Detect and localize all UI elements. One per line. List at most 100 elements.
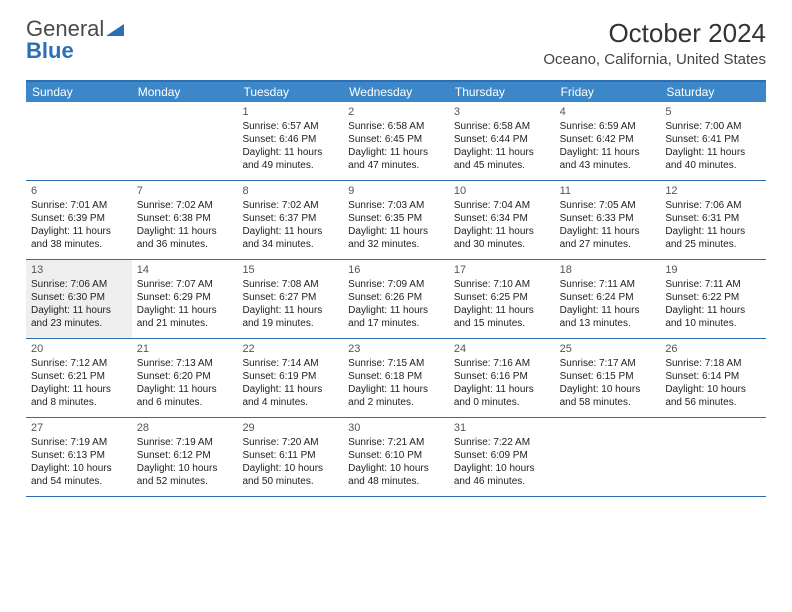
day-number: 20 (31, 342, 127, 356)
day-number: 5 (665, 105, 761, 119)
day-info-line: Daylight: 11 hours (454, 304, 550, 317)
day-info-line: and 27 minutes. (560, 238, 656, 251)
day-info-line: Sunrise: 7:17 AM (560, 357, 656, 370)
day-cell: 20Sunrise: 7:12 AMSunset: 6:21 PMDayligh… (26, 339, 132, 417)
day-cell: 27Sunrise: 7:19 AMSunset: 6:13 PMDayligh… (26, 418, 132, 496)
day-info-line: Sunrise: 7:08 AM (242, 278, 338, 291)
day-cell: 24Sunrise: 7:16 AMSunset: 6:16 PMDayligh… (449, 339, 555, 417)
day-cell: 30Sunrise: 7:21 AMSunset: 6:10 PMDayligh… (343, 418, 449, 496)
day-number: 8 (242, 184, 338, 198)
day-header: Saturday (660, 82, 766, 102)
day-info-line: Sunrise: 7:11 AM (665, 278, 761, 291)
day-info-line: and 23 minutes. (31, 317, 127, 330)
day-info-line: Sunrise: 6:59 AM (560, 120, 656, 133)
day-number: 11 (560, 184, 656, 198)
day-info-line: and 8 minutes. (31, 396, 127, 409)
day-cell: 10Sunrise: 7:04 AMSunset: 6:34 PMDayligh… (449, 181, 555, 259)
day-header: Thursday (449, 82, 555, 102)
day-cell: 2Sunrise: 6:58 AMSunset: 6:45 PMDaylight… (343, 102, 449, 180)
day-cell: 1Sunrise: 6:57 AMSunset: 6:46 PMDaylight… (237, 102, 343, 180)
day-info-line: Sunrise: 7:14 AM (242, 357, 338, 370)
day-info-line: Sunset: 6:44 PM (454, 133, 550, 146)
day-number: 30 (348, 421, 444, 435)
brand-logo: General Blue (26, 18, 124, 62)
day-info-line: Sunset: 6:10 PM (348, 449, 444, 462)
day-number: 15 (242, 263, 338, 277)
brand-name-b: Blue (26, 38, 74, 63)
day-info-line: Daylight: 11 hours (242, 146, 338, 159)
day-info-line: Sunset: 6:46 PM (242, 133, 338, 146)
day-cell: 21Sunrise: 7:13 AMSunset: 6:20 PMDayligh… (132, 339, 238, 417)
week-row: 1Sunrise: 6:57 AMSunset: 6:46 PMDaylight… (26, 102, 766, 181)
day-info-line: Daylight: 10 hours (137, 462, 233, 475)
day-info-line: and 15 minutes. (454, 317, 550, 330)
day-cell: 11Sunrise: 7:05 AMSunset: 6:33 PMDayligh… (555, 181, 661, 259)
day-number: 3 (454, 105, 550, 119)
day-info-line: Sunrise: 7:06 AM (31, 278, 127, 291)
day-info-line: Sunset: 6:29 PM (137, 291, 233, 304)
day-cell: 5Sunrise: 7:00 AMSunset: 6:41 PMDaylight… (660, 102, 766, 180)
day-number: 1 (242, 105, 338, 119)
day-info-line: Sunset: 6:41 PM (665, 133, 761, 146)
day-info-line: Daylight: 10 hours (454, 462, 550, 475)
day-info-line: and 43 minutes. (560, 159, 656, 172)
day-cell: 31Sunrise: 7:22 AMSunset: 6:09 PMDayligh… (449, 418, 555, 496)
day-info-line: and 56 minutes. (665, 396, 761, 409)
day-info-line: Daylight: 10 hours (348, 462, 444, 475)
day-info-line: and 6 minutes. (137, 396, 233, 409)
day-info-line: Sunrise: 6:57 AM (242, 120, 338, 133)
day-info-line: Sunrise: 7:10 AM (454, 278, 550, 291)
brand-name: General Blue (26, 18, 124, 62)
day-info-line: Sunset: 6:18 PM (348, 370, 444, 383)
day-info-line: Sunrise: 7:05 AM (560, 199, 656, 212)
day-number: 25 (560, 342, 656, 356)
day-cell (26, 102, 132, 180)
day-number: 14 (137, 263, 233, 277)
day-info-line: Daylight: 11 hours (560, 225, 656, 238)
day-info-line: Daylight: 11 hours (137, 383, 233, 396)
day-cell: 26Sunrise: 7:18 AMSunset: 6:14 PMDayligh… (660, 339, 766, 417)
day-number: 16 (348, 263, 444, 277)
day-info-line: Sunset: 6:19 PM (242, 370, 338, 383)
day-header-row: SundayMondayTuesdayWednesdayThursdayFrid… (26, 82, 766, 102)
day-info-line: Sunset: 6:14 PM (665, 370, 761, 383)
day-info-line: and 54 minutes. (31, 475, 127, 488)
day-cell: 9Sunrise: 7:03 AMSunset: 6:35 PMDaylight… (343, 181, 449, 259)
day-info-line: Sunrise: 6:58 AM (348, 120, 444, 133)
day-info-line: Sunrise: 7:19 AM (31, 436, 127, 449)
day-number: 10 (454, 184, 550, 198)
day-header: Tuesday (237, 82, 343, 102)
day-cell: 19Sunrise: 7:11 AMSunset: 6:22 PMDayligh… (660, 260, 766, 338)
brand-triangle-icon (106, 18, 124, 40)
day-info-line: Sunset: 6:27 PM (242, 291, 338, 304)
day-info-line: Sunrise: 7:16 AM (454, 357, 550, 370)
day-info-line: Daylight: 11 hours (348, 383, 444, 396)
week-row: 20Sunrise: 7:12 AMSunset: 6:21 PMDayligh… (26, 339, 766, 418)
location-subtitle: Oceano, California, United States (543, 51, 766, 68)
day-info-line: and 45 minutes. (454, 159, 550, 172)
day-info-line: Sunset: 6:35 PM (348, 212, 444, 225)
day-cell: 23Sunrise: 7:15 AMSunset: 6:18 PMDayligh… (343, 339, 449, 417)
day-info-line: Daylight: 11 hours (665, 225, 761, 238)
day-info-line: Sunrise: 7:09 AM (348, 278, 444, 291)
day-info-line: Sunset: 6:24 PM (560, 291, 656, 304)
day-info-line: and 19 minutes. (242, 317, 338, 330)
day-info-line: and 58 minutes. (560, 396, 656, 409)
day-info-line: Daylight: 11 hours (31, 225, 127, 238)
day-cell: 13Sunrise: 7:06 AMSunset: 6:30 PMDayligh… (26, 260, 132, 338)
day-info-line: and 0 minutes. (454, 396, 550, 409)
day-info-line: Daylight: 11 hours (454, 383, 550, 396)
day-info-line: Sunrise: 7:03 AM (348, 199, 444, 212)
day-info-line: Daylight: 11 hours (31, 383, 127, 396)
day-info-line: Sunset: 6:16 PM (454, 370, 550, 383)
day-cell: 15Sunrise: 7:08 AMSunset: 6:27 PMDayligh… (237, 260, 343, 338)
day-info-line: Daylight: 11 hours (31, 304, 127, 317)
day-info-line: Sunrise: 7:01 AM (31, 199, 127, 212)
day-info-line: and 30 minutes. (454, 238, 550, 251)
day-header: Monday (132, 82, 238, 102)
day-info-line: and 47 minutes. (348, 159, 444, 172)
day-info-line: Sunset: 6:37 PM (242, 212, 338, 225)
day-cell (132, 102, 238, 180)
day-info-line: and 38 minutes. (31, 238, 127, 251)
day-cell: 6Sunrise: 7:01 AMSunset: 6:39 PMDaylight… (26, 181, 132, 259)
